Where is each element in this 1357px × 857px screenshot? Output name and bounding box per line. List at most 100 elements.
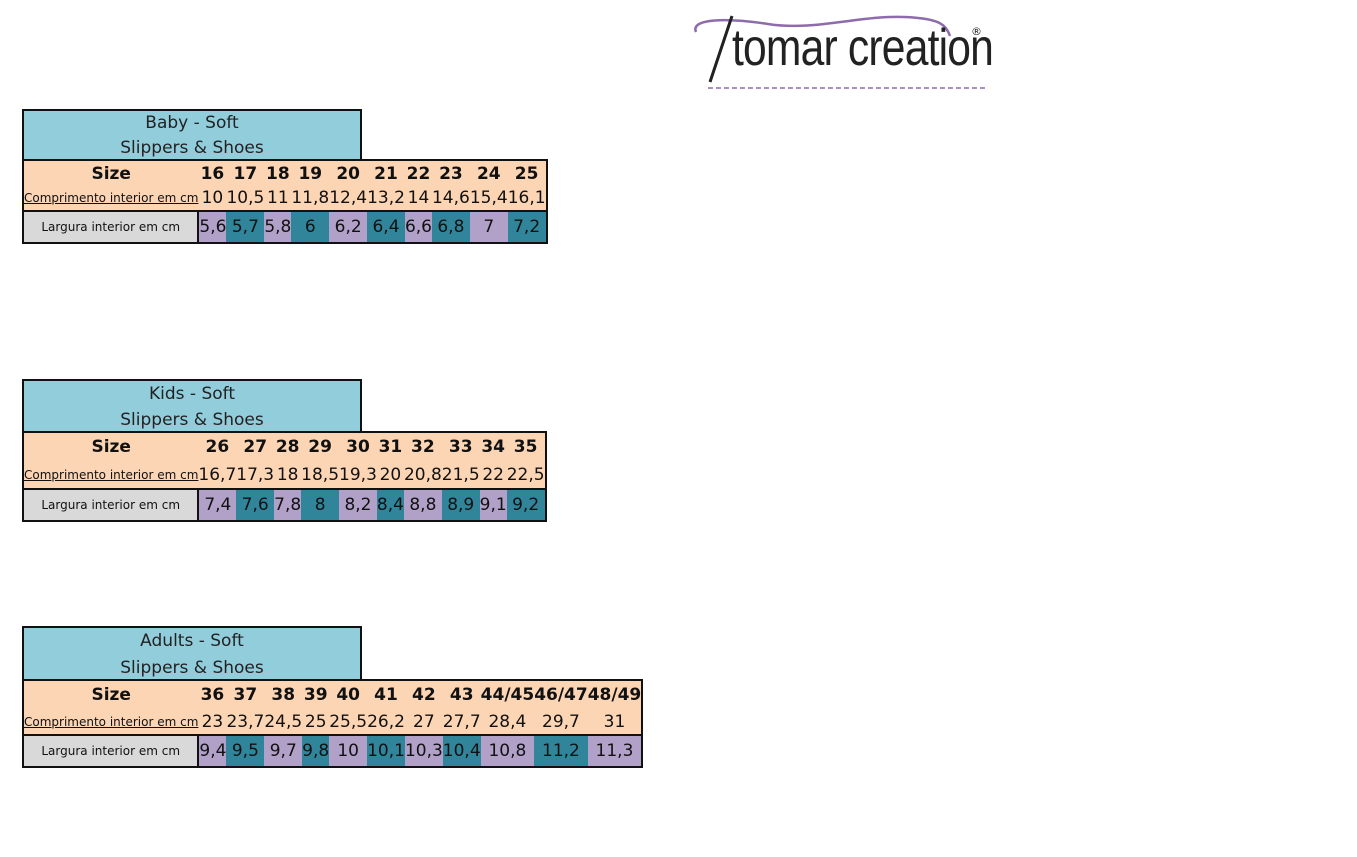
brand-name: tomar creation [732,19,994,77]
width-cell: 7,6 [236,488,275,521]
width-cell: 7,2 [507,210,547,243]
size-cell: 40 [329,680,368,709]
size-cell: 44/45 [480,680,535,709]
registered-mark: ® [971,25,982,38]
width-cell: 9,8 [302,734,330,767]
size-cell: 26 [198,432,237,461]
size-cell: 28 [274,432,302,461]
width-label: Largura interior em cm [23,488,200,521]
length-cell: 23 [198,709,227,735]
length-cell: 11 [264,186,292,211]
length-cell: 28,4 [480,709,535,735]
width-cell: 11,2 [534,734,588,767]
width-cell: 7,4 [198,488,237,521]
length-cell: 14,6 [431,186,470,211]
length-cell: 25 [302,709,330,735]
size-cell: 29 [301,432,340,461]
width-cell: 8,2 [339,488,377,521]
length-cell: 23,7 [226,709,265,735]
length-row: Comprimento interior em cm 16,7 17,3 18 … [23,461,546,489]
category-title: Kids - Soft [148,384,235,404]
size-cell: 43 [442,680,481,709]
size-table: Size 26 27 28 29 30 31 32 33 34 35 Compr… [22,431,547,522]
size-row: Size 16 17 18 19 20 21 22 23 24 25 [23,160,547,186]
length-row: Comprimento interior em cm 10 10,5 11 11… [23,186,547,211]
size-cell: 18 [264,160,292,186]
width-cell: 7 [469,210,508,243]
width-cell: 9,1 [479,488,507,521]
width-cell: 10,3 [404,734,443,767]
category-title: Baby - Soft [145,113,239,133]
size-cell: 41 [367,680,405,709]
length-cell: 22 [479,461,507,489]
size-cell: 31 [376,432,404,461]
width-cell: 9,5 [226,734,265,767]
size-cell: 24 [469,160,508,186]
width-cell: 6 [291,210,330,243]
size-cell: 35 [506,432,546,461]
width-cell: 5,8 [264,210,292,243]
category-label: Baby - Soft Slippers & Shoes [22,109,362,161]
width-cell: 6,8 [431,210,470,243]
length-cell: 27 [404,709,443,735]
needle-thread-icon [694,15,988,89]
width-cell: 7,8 [274,488,302,521]
size-cell: 17 [226,160,265,186]
width-cell: 11,3 [587,734,643,767]
length-cell: 24,5 [264,709,303,735]
category-label: Kids - Soft Slippers & Shoes [22,379,362,433]
length-cell: 22,5 [506,461,546,489]
category-subtitle: Slippers & Shoes [120,138,264,158]
category-label: Adults - Soft Slippers & Shoes [22,626,362,681]
width-cell: 5,6 [198,210,227,243]
length-cell: 20,8 [403,461,442,489]
width-cell: 8,8 [403,488,442,521]
size-cell: 33 [441,432,480,461]
width-label: Largura interior em cm [23,734,200,767]
length-row: Comprimento interior em cm 23 23,7 24,5 … [23,709,643,735]
width-cell: 8 [301,488,340,521]
length-cell: 21,5 [441,461,480,489]
length-cell: 14 [404,186,432,211]
width-cell: 10 [329,734,368,767]
length-cell: 25,5 [329,709,368,735]
length-label: Comprimento interior em cm [23,709,199,735]
width-cell: 6,6 [404,210,432,243]
size-cell: 23 [431,160,470,186]
size-row: Size 26 27 28 29 30 31 32 33 34 35 [23,432,546,461]
size-cell: 37 [226,680,265,709]
length-cell: 12,4 [329,186,368,211]
width-cell: 8,4 [376,488,404,521]
size-table: Size 16 17 18 19 20 21 22 23 24 25 Compr… [22,159,548,244]
size-cell: 32 [403,432,442,461]
length-cell: 10 [198,186,227,211]
length-cell: 13,2 [367,186,405,211]
size-cell: 22 [404,160,432,186]
size-cell: 39 [302,680,330,709]
width-cell: 10,4 [442,734,481,767]
size-cell: 20 [329,160,368,186]
brand-logo: tomar creation ® [688,10,994,92]
length-label: Comprimento interior em cm [23,461,199,489]
size-label: Size [23,160,199,186]
length-cell: 19,3 [339,461,377,489]
width-row: Largura interior em cm 5,6 5,7 5,8 6 6,2… [23,210,547,243]
width-cell: 9,2 [506,488,546,521]
size-cell: 34 [479,432,507,461]
size-cell: 27 [236,432,275,461]
size-cell: 48/49 [587,680,643,709]
length-cell: 16,7 [198,461,237,489]
width-cell: 10,8 [480,734,535,767]
size-label: Size [23,432,199,461]
length-cell: 18 [274,461,302,489]
length-cell: 16,1 [507,186,547,211]
width-cell: 9,4 [198,734,227,767]
size-cell: 16 [198,160,227,186]
size-cell: 21 [367,160,405,186]
width-cell: 6,2 [329,210,368,243]
width-label: Largura interior em cm [23,210,200,243]
length-cell: 18,5 [301,461,340,489]
size-cell: 38 [264,680,303,709]
category-subtitle: Slippers & Shoes [120,410,264,430]
size-cell: 25 [507,160,547,186]
